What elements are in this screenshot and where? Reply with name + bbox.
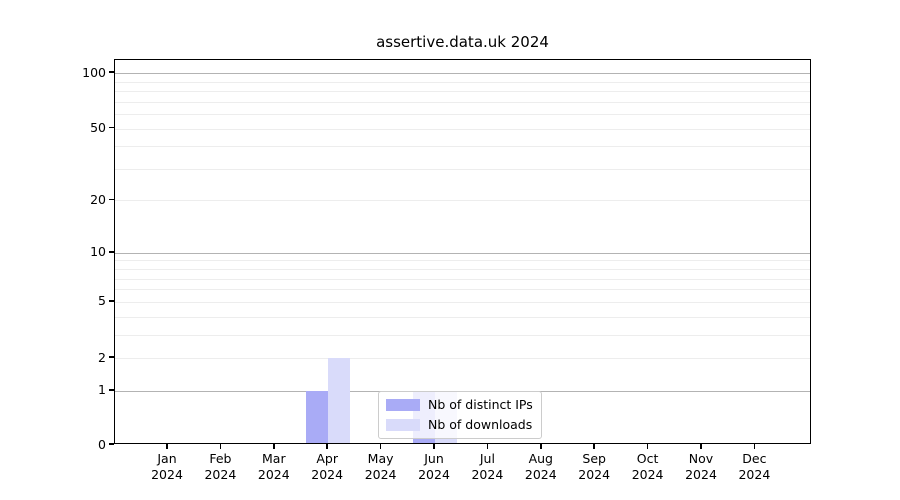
x-tick-label-jun: Jun 2024 bbox=[402, 451, 466, 482]
y-tick-label-20: 20 bbox=[90, 191, 106, 207]
x-tick-label-jan: Jan 2024 bbox=[135, 451, 199, 482]
legend-swatch-downloads bbox=[386, 418, 420, 431]
y-tick-mark-50 bbox=[109, 126, 114, 129]
x-tick-month: Jul bbox=[479, 451, 495, 466]
chart-title: assertive.data.uk 2024 bbox=[376, 33, 549, 51]
x-tick-year: 2024 bbox=[418, 466, 450, 482]
x-tick-label-mar: Mar 2024 bbox=[242, 451, 306, 482]
y-tick-label-5: 5 bbox=[98, 293, 106, 309]
y-tick-label-10: 10 bbox=[90, 244, 106, 260]
x-tick-year: 2024 bbox=[151, 466, 183, 482]
x-tick-month: Aug bbox=[528, 451, 553, 466]
legend-item-distinct-ips: Nb of distinct IPs bbox=[386, 397, 533, 412]
x-tick-month: Mar bbox=[262, 451, 286, 466]
x-tick-mark-may bbox=[379, 444, 382, 449]
x-tick-mark-sep bbox=[593, 444, 595, 449]
y-tick-mark-2 bbox=[109, 356, 114, 358]
y-gridline-minor-80 bbox=[115, 91, 810, 93]
legend-item-downloads: Nb of downloads bbox=[386, 417, 533, 432]
legend-label-distinct-ips: Nb of distinct IPs bbox=[428, 397, 533, 412]
x-tick-mark-mar bbox=[273, 444, 275, 449]
y-tick-mark-10 bbox=[109, 251, 114, 253]
y-gridline-minor-9 bbox=[115, 260, 810, 262]
x-tick-label-aug: Aug 2024 bbox=[509, 451, 573, 482]
x-tick-label-may: May 2024 bbox=[349, 451, 413, 482]
y-gridline-minor-8 bbox=[115, 269, 810, 271]
x-tick-mark-jan bbox=[166, 444, 168, 449]
x-tick-year: 2024 bbox=[578, 466, 611, 482]
x-tick-month: Sep bbox=[582, 451, 606, 466]
y-gridline-minor-50 bbox=[115, 128, 810, 130]
x-tick-label-dec: Dec 2024 bbox=[722, 451, 786, 482]
y-tick-label-100: 100 bbox=[82, 64, 106, 80]
x-tick-month: Dec bbox=[742, 451, 767, 466]
x-tick-month: May bbox=[367, 451, 394, 466]
y-gridline-minor-5 bbox=[115, 301, 810, 303]
y-tick-label-2: 2 bbox=[98, 349, 106, 365]
x-tick-mark-aug bbox=[540, 444, 542, 449]
x-tick-month: Jan bbox=[157, 451, 177, 466]
y-gridline-minor-90 bbox=[115, 81, 810, 83]
x-tick-label-nov: Nov 2024 bbox=[669, 451, 733, 482]
x-tick-month: Apr bbox=[316, 451, 338, 466]
y-gridline-minor-20 bbox=[115, 200, 810, 202]
y-gridline-major-100 bbox=[115, 73, 810, 75]
x-tick-year: 2024 bbox=[471, 466, 504, 482]
x-tick-mark-jun bbox=[433, 444, 435, 449]
x-tick-year: 2024 bbox=[738, 466, 771, 482]
y-gridline-minor-2 bbox=[115, 358, 810, 359]
x-tick-year: 2024 bbox=[631, 466, 664, 482]
y-gridline-minor-70 bbox=[115, 101, 810, 103]
x-tick-month: Oct bbox=[636, 451, 659, 466]
x-tick-year: 2024 bbox=[311, 466, 344, 482]
y-gridline-minor-4 bbox=[115, 316, 810, 318]
x-tick-mark-oct bbox=[646, 444, 649, 449]
bar-apr-distinct-ips bbox=[306, 390, 329, 443]
y-tick-mark-0 bbox=[109, 443, 114, 445]
y-tick-label-50: 50 bbox=[90, 120, 106, 136]
x-tick-mark-apr bbox=[326, 444, 328, 449]
legend: Nb of distinct IPs Nb of downloads bbox=[378, 391, 542, 439]
x-tick-mark-dec bbox=[753, 444, 756, 449]
x-tick-label-sep: Sep 2024 bbox=[562, 451, 626, 482]
y-gridline-major-10 bbox=[115, 252, 810, 254]
y-tick-mark-20 bbox=[109, 198, 114, 201]
x-tick-year: 2024 bbox=[257, 466, 290, 482]
y-gridline-minor-6 bbox=[115, 289, 810, 291]
x-tick-label-oct: Oct 2024 bbox=[616, 451, 680, 482]
x-tick-year: 2024 bbox=[524, 466, 557, 482]
x-tick-label-jul: Jul 2024 bbox=[455, 451, 519, 482]
x-tick-label-feb: Feb 2024 bbox=[188, 451, 252, 482]
x-tick-mark-nov bbox=[700, 444, 702, 449]
legend-swatch-distinct-ips bbox=[386, 398, 420, 411]
y-gridline-minor-30 bbox=[115, 168, 810, 170]
y-gridline-minor-40 bbox=[115, 146, 810, 148]
x-tick-year: 2024 bbox=[685, 466, 717, 482]
y-tick-label-1: 1 bbox=[98, 382, 106, 398]
x-tick-month: Jun bbox=[424, 451, 444, 466]
x-tick-year: 2024 bbox=[364, 466, 397, 482]
x-tick-label-apr: Apr 2024 bbox=[295, 451, 359, 482]
bar-apr-downloads bbox=[328, 358, 351, 443]
plot-area bbox=[114, 59, 811, 444]
x-tick-month: Nov bbox=[688, 451, 714, 466]
x-tick-mark-jul bbox=[486, 444, 489, 449]
legend-label-downloads: Nb of downloads bbox=[428, 417, 533, 432]
x-tick-month: Feb bbox=[209, 451, 232, 466]
y-gridline-minor-3 bbox=[115, 334, 810, 336]
x-tick-year: 2024 bbox=[204, 466, 237, 482]
y-tick-mark-1 bbox=[109, 389, 114, 391]
y-gridline-minor-60 bbox=[115, 114, 810, 116]
x-tick-mark-feb bbox=[219, 444, 222, 449]
y-tick-mark-100 bbox=[109, 71, 114, 73]
y-tick-mark-5 bbox=[109, 300, 114, 302]
y-tick-label-0: 0 bbox=[98, 436, 106, 452]
y-gridline-minor-7 bbox=[115, 278, 810, 280]
